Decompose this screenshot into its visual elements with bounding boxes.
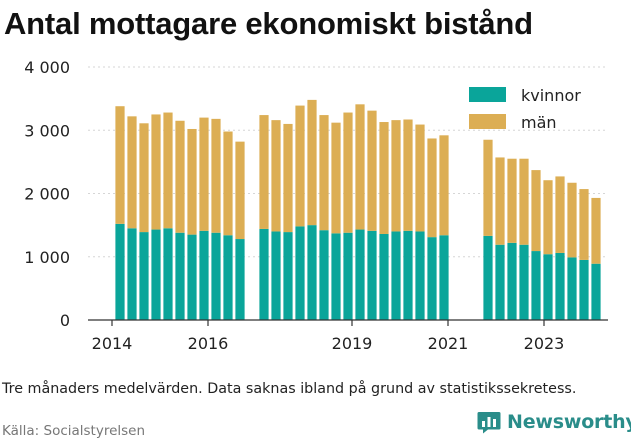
bar-kvinnor	[307, 225, 317, 320]
chart: 0 1 000 2 000 3 000 4 000 2014 2016 2019 2021 202…	[24, 58, 608, 353]
bar-man	[343, 112, 353, 233]
bar-man	[151, 114, 161, 230]
legend-swatch-kvinnor	[469, 87, 506, 102]
bar-man	[115, 106, 125, 224]
bar-man	[211, 118, 221, 233]
bar-man	[367, 110, 377, 231]
bar-kvinnor	[567, 257, 577, 320]
bar-man	[567, 182, 577, 258]
bar-man	[403, 119, 413, 231]
brand-name: Newsworthy	[507, 411, 631, 433]
y-tick-label: 1 000	[24, 248, 70, 267]
bar-kvinnor	[211, 232, 221, 320]
y-tick-label: 0	[60, 311, 70, 330]
bar-man	[295, 105, 305, 227]
bar-kvinnor	[151, 229, 161, 320]
x-tick-label: 2016	[188, 334, 229, 353]
bar-kvinnor	[355, 229, 365, 320]
bar-man	[591, 197, 601, 264]
bar-man	[555, 176, 565, 253]
bar-man	[199, 117, 209, 231]
bar-kvinnor	[187, 234, 197, 320]
bar-man	[507, 158, 517, 243]
bar-kvinnor	[403, 230, 413, 320]
x-tick-label: 2019	[332, 334, 373, 353]
bar-kvinnor	[199, 230, 209, 320]
y-tick-label: 4 000	[24, 58, 70, 77]
x-tick-label: 2021	[428, 334, 469, 353]
bar-kvinnor	[427, 237, 437, 320]
bar-man	[175, 120, 185, 233]
bar-kvinnor	[295, 226, 305, 320]
bar-kvinnor	[579, 259, 589, 320]
bar-kvinnor	[495, 244, 505, 320]
bar-kvinnor	[391, 231, 401, 320]
brand[interactable]: Newsworthy	[476, 408, 631, 436]
y-tick-label: 3 000	[24, 121, 70, 140]
source-label: Källa: Socialstyrelsen	[2, 423, 146, 439]
bar-man	[415, 124, 425, 232]
bar-man	[307, 99, 317, 226]
bar-man	[331, 122, 341, 234]
bar-man	[283, 123, 293, 233]
bar-man	[319, 115, 329, 231]
chart-title: Antal mottagare ekonomiskt bistånd	[4, 6, 533, 41]
legend-label-kvinnor: kvinnor	[521, 86, 581, 105]
bar-kvinnor	[367, 230, 377, 320]
bar-kvinnor	[507, 242, 517, 320]
bar-man	[127, 116, 137, 229]
bar-kvinnor	[531, 251, 541, 320]
legend-swatch-man	[469, 114, 506, 129]
bar-man	[439, 135, 449, 236]
bar-kvinnor	[139, 232, 149, 320]
bar-man	[391, 120, 401, 232]
bar-man	[543, 180, 553, 255]
bar-kvinnor	[439, 235, 449, 320]
bar-kvinnor	[519, 244, 529, 320]
x-tick-label: 2014	[92, 334, 133, 353]
bar-man	[259, 115, 269, 229]
bar-kvinnor	[283, 232, 293, 320]
bar-kvinnor	[331, 233, 341, 320]
bar-man	[355, 104, 365, 230]
bar-kvinnor	[319, 230, 329, 320]
bar-kvinnor	[163, 228, 173, 320]
bar-man	[531, 170, 541, 252]
bar-kvinnor	[175, 232, 185, 320]
bar-kvinnor	[259, 228, 269, 320]
bar-man	[519, 158, 529, 245]
bar-man	[271, 120, 281, 232]
bar-kvinnor	[379, 233, 389, 320]
bar-kvinnor	[115, 223, 125, 320]
bar-kvinnor	[591, 263, 601, 320]
x-tick-label: 2023	[524, 334, 565, 353]
bar-man	[163, 112, 173, 229]
bar-man	[379, 122, 389, 234]
legend-label-man: män	[521, 113, 557, 132]
newsworthy-logo-icon	[477, 412, 501, 434]
bar-kvinnor	[415, 231, 425, 320]
bar-man	[235, 141, 245, 240]
bar-kvinnor	[127, 228, 137, 320]
bar-kvinnor	[555, 252, 565, 320]
bar-kvinnor	[483, 235, 493, 320]
y-tick-label: 2 000	[24, 185, 70, 204]
bar-man	[223, 131, 233, 236]
bar-man	[483, 139, 493, 236]
bar-kvinnor	[235, 239, 245, 320]
bar-man	[579, 189, 589, 260]
chart-note: Tre månaders medelvärden. Data saknas ib…	[2, 381, 577, 397]
bar-man	[427, 138, 437, 238]
bar-man	[495, 157, 505, 245]
bar-kvinnor	[543, 254, 553, 320]
bar-kvinnor	[223, 235, 233, 320]
bar-kvinnor	[271, 231, 281, 320]
bar-man	[187, 128, 197, 235]
bar-man	[139, 123, 149, 233]
bar-kvinnor	[343, 232, 353, 320]
